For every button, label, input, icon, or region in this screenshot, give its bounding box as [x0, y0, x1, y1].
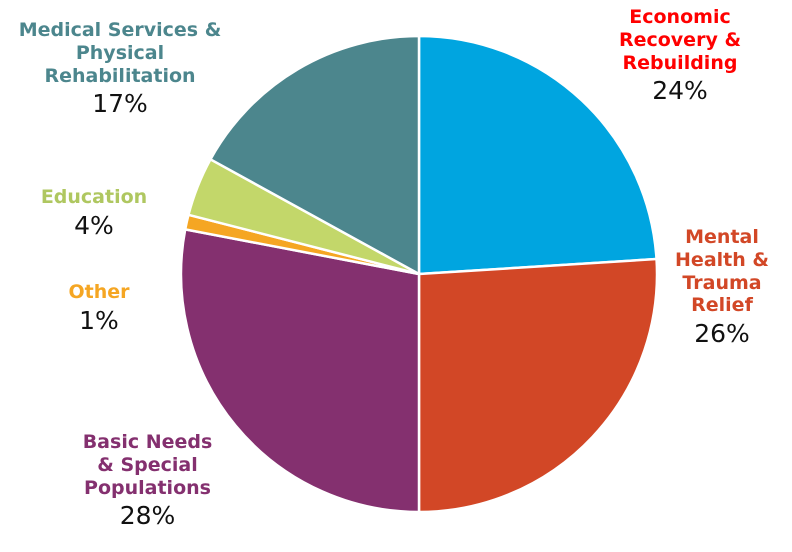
- label-basic-needs: Basic Needs & Special Populations 28%: [60, 431, 235, 531]
- label-mental-health-value: 26%: [694, 319, 750, 349]
- label-mental-health: Mental Health & Trauma Relief 26%: [652, 226, 792, 349]
- label-economic-recovery-value: 24%: [652, 76, 708, 106]
- label-medical-services-value: 17%: [92, 89, 148, 119]
- label-basic-needs-name: Basic Needs & Special Populations: [82, 431, 213, 499]
- label-economic-recovery: Economic Recovery & Rebuilding 24%: [597, 6, 763, 106]
- label-education: Education 4%: [24, 186, 164, 241]
- label-economic-recovery-name: Economic Recovery & Rebuilding: [618, 6, 742, 74]
- label-basic-needs-value: 28%: [119, 501, 176, 531]
- pie-slice-medical-services: [209, 34, 421, 276]
- label-medical-services: Medical Services & Physical Rehabilitati…: [0, 19, 240, 119]
- label-education-name: Education: [40, 186, 148, 208]
- label-other: Other 1%: [50, 281, 148, 336]
- pie-slice-mental-health: [417, 257, 659, 514]
- label-mental-health-name: Mental Health & Trauma Relief: [675, 226, 769, 317]
- label-other-value: 1%: [79, 305, 119, 335]
- label-medical-services-name: Medical Services & Physical Rehabilitati…: [18, 19, 222, 87]
- pie-slice-basic-needs: [179, 228, 421, 514]
- label-other-name: Other: [68, 281, 130, 303]
- pie-slice-economic-recovery: [417, 34, 658, 276]
- label-education-value: 4%: [74, 210, 114, 240]
